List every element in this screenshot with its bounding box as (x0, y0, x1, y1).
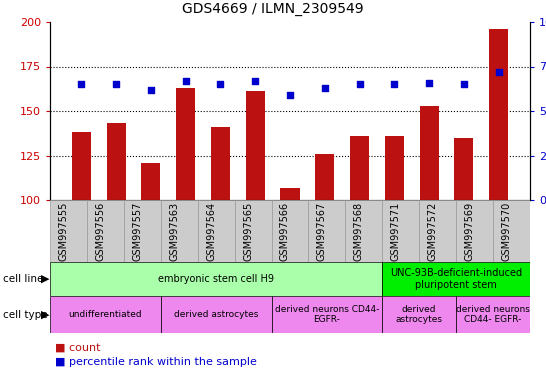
Text: GSM997569: GSM997569 (465, 202, 474, 261)
Text: ▶: ▶ (40, 310, 49, 319)
Text: cell type: cell type (3, 310, 48, 319)
Text: GSM997564: GSM997564 (206, 202, 216, 261)
Point (216, 81, 225, 88)
Bar (350, 136, 369, 200)
Text: undifferentiated: undifferentiated (69, 310, 142, 319)
Point (77, 81, 86, 88)
Point (425, 79, 434, 86)
Bar (382, 200, 419, 262)
Bar (50, 200, 87, 262)
Point (112, 81, 121, 88)
Point (251, 78, 259, 84)
Text: GSM997571: GSM997571 (391, 202, 401, 261)
Bar (308, 200, 346, 262)
Text: GSM997563: GSM997563 (169, 202, 179, 261)
Bar (235, 200, 271, 262)
Bar (419, 200, 456, 262)
Text: GSM997566: GSM997566 (280, 202, 290, 261)
Bar (385, 136, 404, 200)
Text: ▶: ▶ (40, 274, 49, 284)
Bar (456, 200, 493, 262)
Point (355, 81, 364, 88)
Text: GSM997568: GSM997568 (354, 202, 364, 261)
Text: derived neurons
CD44- EGFR-: derived neurons CD44- EGFR- (456, 305, 530, 324)
Bar (72, 132, 91, 200)
Bar (315, 154, 334, 200)
Text: GSM997556: GSM997556 (96, 202, 105, 261)
Bar (106, 124, 126, 200)
Text: cell line: cell line (3, 274, 43, 284)
Bar (271, 296, 382, 333)
Text: GSM997565: GSM997565 (243, 202, 253, 261)
Bar (454, 138, 473, 200)
Text: GSM997572: GSM997572 (428, 202, 438, 261)
Point (460, 81, 468, 88)
Bar (419, 106, 438, 200)
Text: derived astrocytes: derived astrocytes (174, 310, 258, 319)
Point (146, 86, 155, 93)
Bar (246, 91, 265, 200)
Bar (493, 200, 530, 262)
Bar (87, 200, 124, 262)
Bar (281, 187, 300, 200)
Text: derived
astrocytes: derived astrocytes (396, 305, 443, 324)
Point (181, 78, 190, 84)
Bar (161, 200, 198, 262)
Bar (346, 200, 382, 262)
Text: ■ percentile rank within the sample: ■ percentile rank within the sample (56, 357, 257, 367)
Bar (382, 262, 530, 296)
Text: UNC-93B-deficient-induced
pluripotent stem: UNC-93B-deficient-induced pluripotent st… (390, 268, 522, 290)
Text: GSM997555: GSM997555 (58, 202, 68, 261)
Point (321, 85, 329, 91)
Text: derived neurons CD44-
EGFR-: derived neurons CD44- EGFR- (275, 305, 379, 324)
Bar (161, 296, 271, 333)
Text: GDS4669 / ILMN_2309549: GDS4669 / ILMN_2309549 (182, 2, 364, 16)
Text: GSM997567: GSM997567 (317, 202, 327, 261)
Bar (489, 29, 508, 200)
Text: GSM997557: GSM997557 (132, 202, 143, 261)
Bar (271, 200, 308, 262)
Text: embryonic stem cell H9: embryonic stem cell H9 (158, 274, 274, 284)
Bar (456, 296, 530, 333)
Point (390, 81, 399, 88)
Bar (382, 296, 456, 333)
Bar (198, 200, 235, 262)
Bar (124, 200, 161, 262)
Text: ■ count: ■ count (56, 343, 101, 353)
Bar (141, 162, 161, 200)
Point (286, 92, 294, 98)
Bar (211, 127, 230, 200)
Bar (176, 88, 195, 200)
Bar (50, 262, 382, 296)
Text: GSM997570: GSM997570 (502, 202, 512, 261)
Bar (50, 296, 161, 333)
Point (494, 69, 503, 75)
